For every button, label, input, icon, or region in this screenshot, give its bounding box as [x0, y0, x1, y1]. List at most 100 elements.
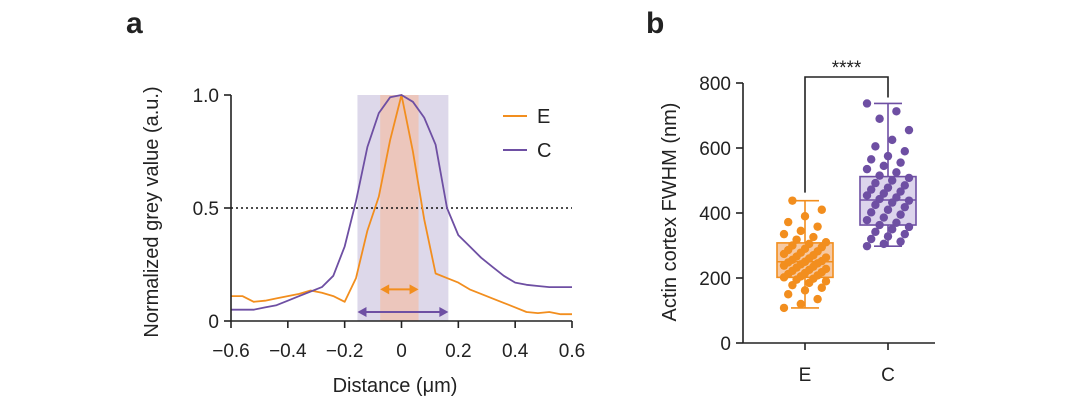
y-tick-label-b: 400 — [699, 204, 731, 225]
point-C — [871, 200, 880, 210]
point-E — [788, 196, 797, 205]
point-C — [871, 227, 880, 237]
significance-bracket-line — [804, 76, 889, 193]
significance-bracket: **** — [804, 58, 889, 193]
point-E — [796, 226, 805, 236]
point-C — [892, 218, 901, 227]
y-tick-label-a: 0 — [208, 312, 219, 333]
point-C — [892, 107, 901, 116]
point-E — [792, 235, 801, 244]
point-C — [900, 181, 909, 190]
legend-a: E C — [503, 106, 551, 162]
point-C — [862, 99, 872, 108]
y-tick-label-a: 1.0 — [193, 86, 219, 107]
line-chart-panel-a: 0 0.5 1.0 −0.6 −0.4 −0.2 0 0.2 0.4 0.6 E C Distan… — [141, 86, 585, 397]
point-C — [862, 164, 872, 174]
point-C — [883, 232, 893, 241]
point-C — [904, 222, 914, 232]
point-C — [862, 215, 872, 225]
point-C — [879, 161, 888, 171]
point-E — [800, 212, 810, 221]
axes-b: 0 200 400 600 800 E C — [699, 74, 935, 386]
point-C — [892, 168, 901, 177]
point-C — [888, 225, 897, 234]
significance-stars: **** — [832, 58, 862, 79]
axes-a: 0 0.5 1.0 −0.6 −0.4 −0.2 0 0.2 0.4 0.6 — [193, 86, 586, 362]
point-C — [883, 151, 893, 161]
x-tick-label-a: −0.4 — [269, 341, 307, 362]
series-line-C — [231, 94, 572, 311]
point-C — [900, 229, 909, 239]
y-tick-label-b: 0 — [720, 334, 731, 355]
point-C — [879, 213, 888, 222]
x-tick-label-a: 0 — [396, 341, 407, 362]
point-C — [867, 155, 876, 164]
legend-label-E: E — [537, 106, 550, 128]
x-axis-label-a: Distance (μm) — [333, 375, 458, 397]
point-C — [883, 183, 893, 192]
point-C — [867, 208, 876, 217]
point-E — [821, 253, 831, 262]
fwhm-arrow-head-right-C — [439, 306, 449, 317]
point-C — [900, 147, 909, 156]
y-tick-label-a: 0.5 — [193, 199, 219, 220]
x-tick-label-a: −0.2 — [326, 341, 364, 362]
point-C — [879, 239, 888, 249]
point-C — [862, 191, 872, 200]
box-chart-panel-b: 0 200 400 600 800 E C **** Actin cortex FWHM (… — [659, 58, 935, 386]
point-C — [875, 114, 884, 123]
point-C — [904, 125, 914, 135]
point-C — [888, 176, 897, 185]
point-E — [821, 277, 831, 286]
x-tick-label-a: 0.2 — [445, 341, 471, 362]
point-E — [779, 303, 789, 313]
point-C — [900, 202, 909, 212]
point-C — [875, 220, 884, 230]
x-tick-label-E: E — [799, 365, 812, 386]
point-C — [896, 210, 905, 219]
point-C — [896, 187, 905, 196]
point-C — [867, 185, 876, 194]
point-E — [788, 241, 797, 250]
point-C — [875, 171, 884, 180]
point-E — [821, 238, 831, 247]
y-tick-label-b: 600 — [699, 139, 731, 160]
x-tick-label-a: 0.4 — [502, 341, 529, 362]
point-E — [821, 264, 831, 274]
point-C — [871, 142, 880, 151]
point-C — [871, 178, 880, 188]
y-axis-label-a: Normalized grey value (a.u.) — [141, 86, 163, 337]
point-C — [883, 205, 893, 214]
point-E — [805, 239, 814, 249]
point-C — [879, 189, 888, 198]
fwhm-arrow-head-right-E — [409, 284, 419, 295]
fwhm-arrow-head-left-C — [357, 306, 367, 317]
point-E — [809, 232, 818, 242]
point-C — [892, 193, 901, 202]
point-E — [784, 217, 793, 227]
point-E — [813, 222, 822, 231]
x-tick-label-a: −0.6 — [212, 341, 250, 362]
point-C — [862, 241, 872, 251]
data-points — [779, 99, 914, 313]
point-E — [817, 283, 826, 292]
point-C — [904, 173, 914, 183]
panel-b-label: b — [646, 7, 664, 40]
y-tick-label-b: 200 — [699, 269, 731, 290]
point-C — [904, 196, 914, 205]
x-tick-label-a: 0.6 — [559, 341, 585, 362]
panel-a-label: a — [126, 7, 143, 40]
point-C — [896, 237, 905, 246]
point-E — [813, 294, 822, 304]
fwhm-arrow-head-left-E — [380, 284, 390, 295]
x-tick-label-C: C — [881, 365, 895, 386]
y-axis-label-b: Actin cortex FWHM (nm) — [659, 103, 681, 322]
fwhm-arrows — [357, 284, 449, 317]
point-C — [888, 135, 897, 145]
point-E — [817, 205, 826, 214]
point-E — [779, 229, 789, 239]
legend-label-C: C — [537, 140, 551, 162]
line-series — [231, 94, 572, 316]
point-C — [867, 234, 876, 244]
